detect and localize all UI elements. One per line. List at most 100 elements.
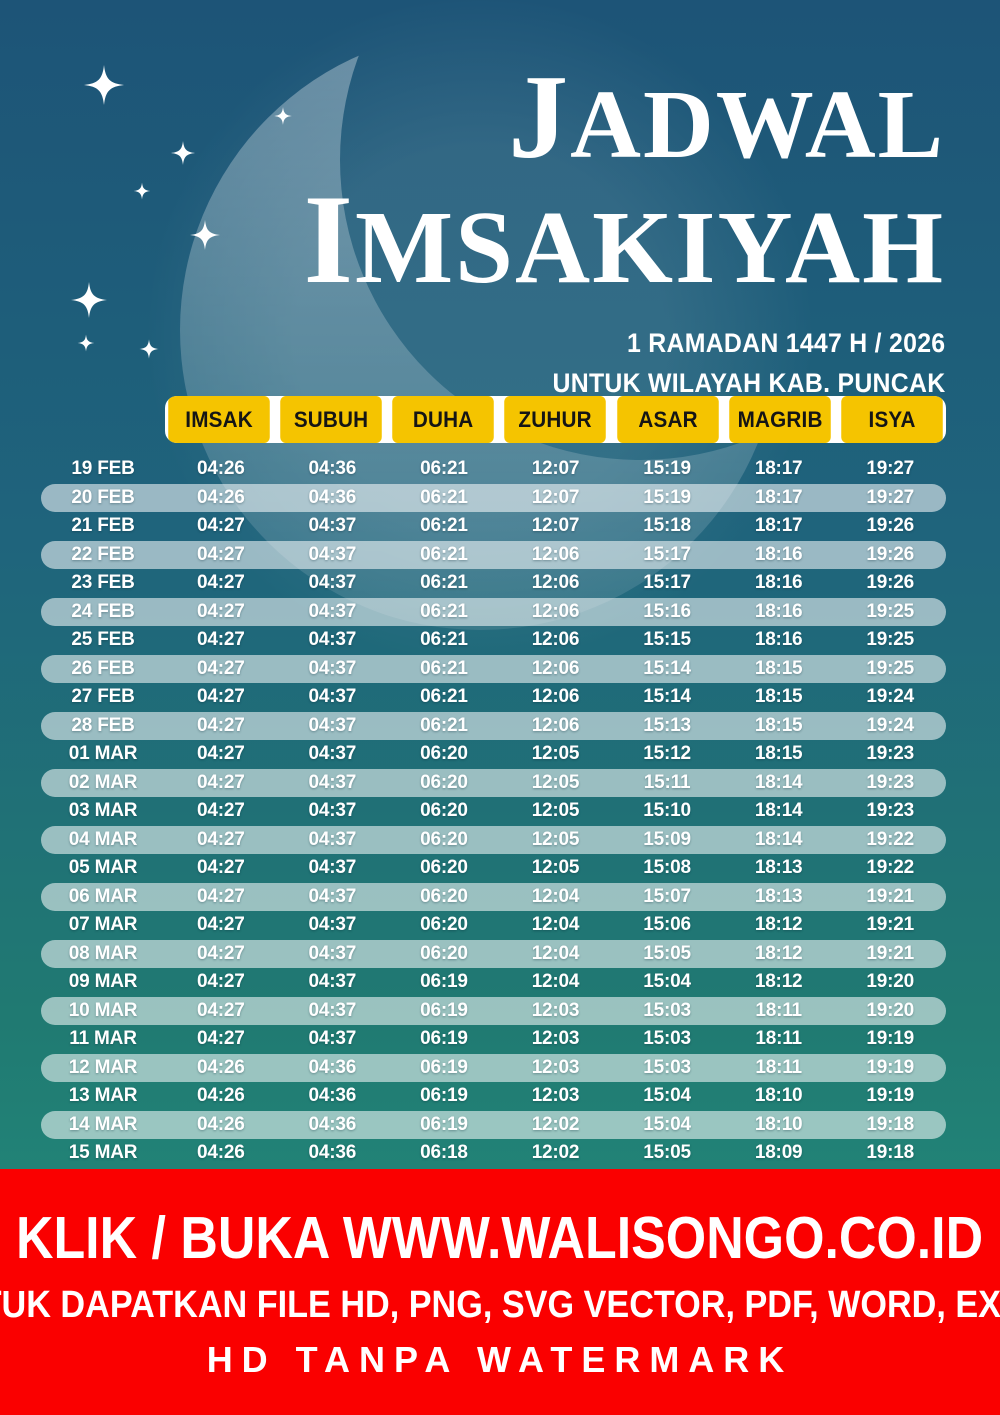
- date-cell: 22 FEB: [71, 543, 135, 565]
- time-cell: 18:10: [754, 1113, 803, 1135]
- time-cell: 06:21: [420, 629, 468, 651]
- time-cell: 12:05: [531, 828, 580, 850]
- time-cell: 04:36: [308, 1113, 357, 1135]
- time-cell: 04:26: [196, 458, 245, 480]
- time-cell: 19:23: [866, 800, 914, 822]
- time-cell: 15:09: [643, 828, 691, 850]
- time-cell: 04:27: [196, 515, 245, 537]
- time-cell: 06:19: [420, 1056, 468, 1078]
- time-cell: 04:26: [196, 1142, 245, 1164]
- date-cell: 23 FEB: [71, 572, 135, 594]
- table-row: 03 MAR 04:27 04:37 06:20 12:05 15:10 18:…: [41, 797, 946, 826]
- date-cell: 15 MAR: [68, 1142, 138, 1164]
- time-cell: 04:27: [196, 828, 245, 850]
- subtitle-region: UNTUK WILAYAH KAB. PUNCAK: [552, 368, 945, 399]
- schedule-table: IMSAK SUBUH DUHA ZUHUR ASAR MAGRIB ISYA 19 FEB…: [41, 396, 946, 1168]
- sparkle-star-icon: [77, 334, 95, 352]
- date-cell: 25 FEB: [71, 629, 135, 651]
- time-cell: 15:04: [643, 1113, 691, 1135]
- time-cell: 04:27: [196, 771, 245, 793]
- time-cell: 18:16: [754, 572, 803, 594]
- time-cell: 12:05: [531, 800, 580, 822]
- time-cell: 06:20: [420, 828, 468, 850]
- time-cell: 18:10: [754, 1085, 803, 1107]
- time-cell: 04:27: [196, 657, 245, 679]
- time-cell: 06:21: [420, 686, 468, 708]
- time-cell: 19:27: [866, 458, 914, 480]
- time-cell: 04:27: [196, 600, 245, 622]
- date-cell: 06 MAR: [68, 885, 138, 907]
- time-cell: 06:20: [420, 800, 468, 822]
- time-cell: 04:37: [308, 743, 357, 765]
- time-cell: 12:05: [531, 743, 580, 765]
- time-cell: 12:06: [531, 600, 580, 622]
- time-cell: 12:05: [531, 771, 580, 793]
- time-cell: 18:12: [754, 971, 803, 993]
- time-cell: 12:03: [531, 1056, 580, 1078]
- time-cell: 19:22: [866, 857, 914, 879]
- time-cell: 19:26: [866, 515, 914, 537]
- table-row: 22 FEB 04:27 04:37 06:21 12:06 15:17 18:…: [41, 540, 946, 569]
- time-cell: 04:37: [308, 1028, 357, 1050]
- time-cell: 12:04: [531, 885, 580, 907]
- time-cell: 19:21: [866, 942, 914, 964]
- time-cell: 18:11: [755, 1056, 802, 1078]
- time-cell: 18:11: [755, 1028, 802, 1050]
- table-row: 27 FEB 04:27 04:37 06:21 12:06 15:14 18:…: [41, 683, 946, 712]
- time-cell: 04:27: [196, 543, 245, 565]
- promo-link[interactable]: KLIK / BUKA WWW.WALISONGO.CO.ID: [16, 1204, 984, 1271]
- time-cell: 04:36: [308, 1142, 357, 1164]
- time-cell: 06:20: [420, 942, 468, 964]
- column-header: IMSAK: [168, 396, 270, 443]
- time-cell: 15:06: [643, 914, 691, 936]
- time-cell: 18:13: [754, 885, 803, 907]
- time-cell: 19:20: [866, 999, 914, 1021]
- table-row: 12 MAR 04:26 04:36 06:19 12:03 15:03 18:…: [41, 1053, 946, 1082]
- time-cell: 19:22: [866, 828, 914, 850]
- column-header: ASAR: [616, 396, 719, 443]
- time-cell: 04:37: [308, 771, 357, 793]
- time-cell: 06:19: [420, 1085, 468, 1107]
- time-cell: 19:26: [866, 572, 914, 594]
- time-cell: 06:21: [420, 458, 468, 480]
- time-cell: 06:19: [420, 1028, 468, 1050]
- time-cell: 04:37: [308, 885, 357, 907]
- time-cell: 19:26: [866, 543, 914, 565]
- time-cell: 06:21: [420, 600, 468, 622]
- time-cell: 15:07: [643, 885, 691, 907]
- table-row: 24 FEB 04:27 04:37 06:21 12:06 15:16 18:…: [41, 597, 946, 626]
- date-cell: 12 MAR: [68, 1056, 138, 1078]
- time-cell: 19:20: [866, 971, 914, 993]
- time-cell: 19:24: [866, 714, 914, 736]
- time-cell: 06:19: [420, 971, 468, 993]
- time-cell: 19:18: [866, 1142, 914, 1164]
- sparkle-stars: [71, 65, 292, 359]
- time-cell: 06:20: [420, 771, 468, 793]
- sparkle-star-icon: [84, 65, 124, 105]
- time-cell: 15:03: [643, 1028, 691, 1050]
- time-cell: 18:15: [754, 657, 803, 679]
- time-cell: 18:11: [755, 999, 802, 1021]
- time-cell: 12:06: [531, 714, 580, 736]
- time-cell: 06:19: [420, 1113, 468, 1135]
- schedule-rows: 19 FEB 04:26 04:36 06:21 12:07 15:19 18:…: [41, 455, 946, 1168]
- time-cell: 19:19: [866, 1028, 914, 1050]
- time-cell: 15:19: [643, 458, 691, 480]
- time-cell: 15:08: [643, 857, 691, 879]
- date-cell: 04 MAR: [68, 828, 138, 850]
- table-row: 11 MAR 04:27 04:37 06:19 12:03 15:03 18:…: [41, 1025, 946, 1054]
- time-cell: 04:27: [196, 999, 245, 1021]
- table-row: 02 MAR 04:27 04:37 06:20 12:05 15:11 18:…: [41, 768, 946, 797]
- poster-subtitle: 1 RAMADAN 1447 H / 2026 UNTUK WILAYAH KA…: [355, 323, 945, 404]
- time-cell: 04:36: [308, 486, 357, 508]
- column-header: MAGRIB: [728, 396, 831, 443]
- time-cell: 19:27: [866, 486, 914, 508]
- table-row: 21 FEB 04:27 04:37 06:21 12:07 15:18 18:…: [41, 512, 946, 541]
- promo-tagline: HD TANPA WATERMARK: [206, 1338, 794, 1380]
- time-cell: 04:37: [308, 828, 357, 850]
- time-cell: 06:21: [420, 486, 468, 508]
- time-cell: 04:37: [308, 572, 357, 594]
- date-cell: 19 FEB: [71, 458, 135, 480]
- time-cell: 06:20: [420, 857, 468, 879]
